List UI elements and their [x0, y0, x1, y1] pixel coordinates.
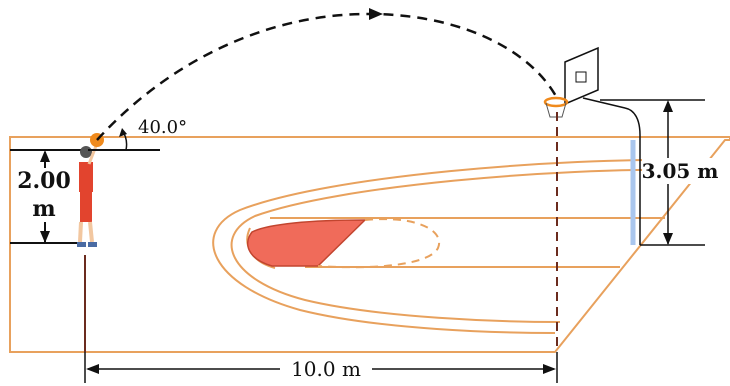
- basket-assembly: [543, 46, 641, 245]
- free-throw-circle-dashed: [317, 218, 441, 269]
- hoop-height-label-bg: [642, 158, 720, 184]
- free-throw-key: [247, 219, 367, 267]
- ball-trajectory: [96, 12, 560, 141]
- hoop-height-label: 3.05 m: [642, 159, 719, 183]
- distance-label: 10.0 m: [291, 357, 361, 381]
- height-label-value: 2.00: [17, 168, 71, 194]
- height-label-bg: [16, 168, 76, 222]
- angle-label: 40.0°: [138, 117, 187, 138]
- three-point-arc-outer: [212, 158, 691, 334]
- height-label-unit: m: [32, 196, 55, 222]
- hoop: [543, 96, 569, 108]
- player: [77, 133, 104, 247]
- trajectory-arrow: [369, 8, 383, 20]
- hoop-height-dimension: [600, 99, 705, 246]
- distance-dimension: [84, 352, 558, 383]
- court-floor-outline: [9, 136, 730, 353]
- angle-arrow: [119, 128, 127, 137]
- court: [9, 136, 730, 353]
- three-point-arc-inner: [230, 168, 681, 323]
